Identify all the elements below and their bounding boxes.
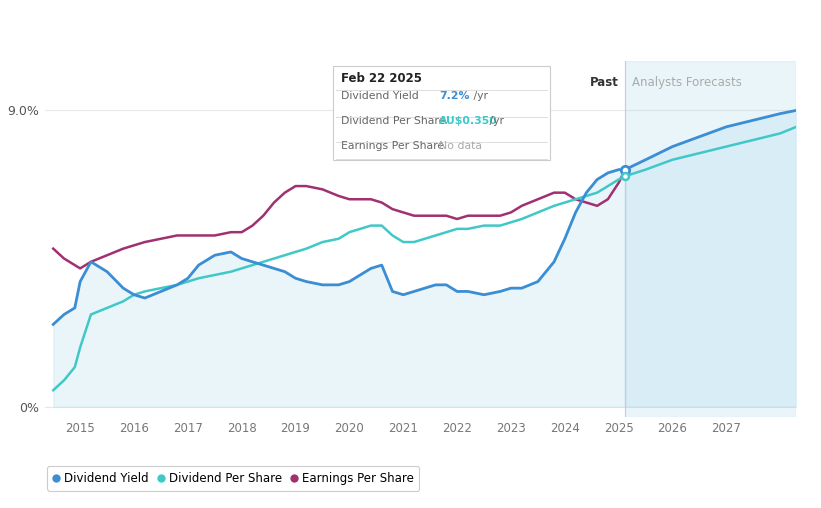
Text: Dividend Per Share: Dividend Per Share [341,116,445,126]
Bar [625,61,796,417]
Text: 7.2%: 7.2% [439,91,470,102]
Text: Earnings Per Share: Earnings Per Share [341,141,444,151]
Text: Dividend Yield: Dividend Yield [341,91,419,102]
Text: Feb 22 2025: Feb 22 2025 [341,72,422,85]
Text: Analysts Forecasts: Analysts Forecasts [631,76,741,89]
Text: /yr: /yr [486,116,504,126]
Text: Past: Past [589,76,619,89]
Legend: Dividend Yield, Dividend Per Share, Earnings Per Share: Dividend Yield, Dividend Per Share, Earn… [48,466,420,491]
Text: No data: No data [439,141,482,151]
Text: AU$0.350: AU$0.350 [439,116,498,126]
Text: /yr: /yr [470,91,488,102]
